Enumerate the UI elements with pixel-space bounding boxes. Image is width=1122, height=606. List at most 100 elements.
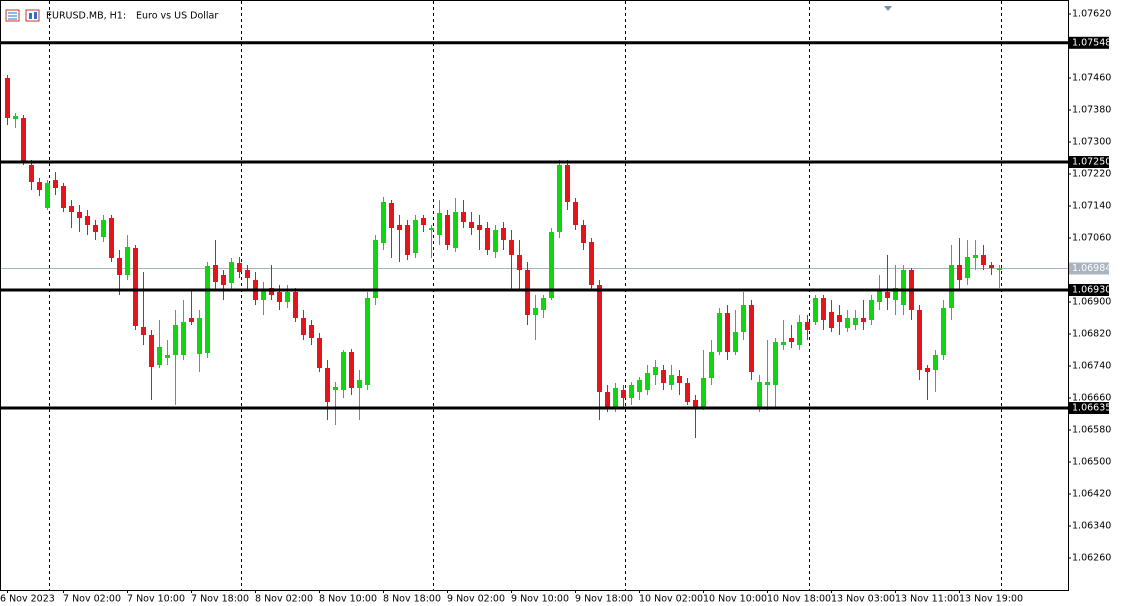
candle-body — [29, 165, 34, 182]
candle-body — [389, 203, 394, 228]
candle-body — [141, 327, 146, 335]
candle-body — [997, 268, 1002, 270]
candle-body — [821, 298, 826, 320]
y-tick-label: 1.06740 — [1072, 361, 1111, 372]
candle-body — [117, 258, 122, 275]
level-label-bg — [1069, 156, 1109, 168]
y-tick-label: 1.06580 — [1072, 425, 1111, 436]
candle-body — [757, 382, 762, 408]
candle-body — [949, 265, 954, 308]
x-tick-label: 7 Nov 10:00 — [127, 594, 185, 605]
plot-frame — [0, 0, 1069, 591]
candle-body — [669, 375, 674, 385]
candle-body — [965, 257, 970, 278]
x-tick-label: 9 Nov 02:00 — [447, 594, 505, 605]
candle-body — [629, 385, 634, 398]
candle-body — [109, 218, 114, 258]
y-tick-label: 1.07220 — [1072, 169, 1111, 180]
candle-body — [325, 368, 330, 402]
candle-body — [213, 265, 218, 282]
candle-body — [333, 387, 338, 390]
candle-body — [149, 335, 154, 367]
candle-body — [101, 220, 106, 237]
candle-body — [845, 318, 850, 328]
candle-body — [437, 213, 442, 235]
candle-body — [53, 180, 58, 188]
candle-body — [869, 300, 874, 320]
symbol: EURUSD.MB, H1: — [46, 11, 126, 22]
candle-body — [749, 305, 754, 372]
x-tick-label: 13 Nov 19:00 — [959, 594, 1023, 605]
candle-body — [781, 342, 786, 345]
x-tick-label: 13 Nov 03:00 — [831, 594, 895, 605]
candle-body — [77, 212, 82, 218]
candle-body — [445, 215, 450, 245]
chart-layer: 1.07620 1.07460 1.07380 1.07300 1.07220 1.071… — [0, 9, 1111, 605]
x-tick-label: 8 Nov 18:00 — [383, 594, 441, 605]
candle-body — [645, 373, 650, 390]
candle-body — [901, 270, 906, 305]
y-tick-label: 1.07060 — [1072, 233, 1111, 244]
candle-body — [69, 206, 74, 212]
candle-body — [549, 232, 554, 298]
y-tick-label: 1.07620 — [1072, 9, 1111, 20]
icon-chart[interactable] — [25, 9, 40, 22]
y-tick-label: 1.07300 — [1072, 137, 1111, 148]
vertical-grid — [49, 1, 1002, 590]
y-tick-label: 1.07140 — [1072, 201, 1111, 212]
candle-body — [309, 325, 314, 338]
candle-body — [893, 288, 898, 300]
shift-marker — [884, 6, 892, 11]
candle-body — [13, 116, 18, 119]
y-tick-label: 1.06820 — [1072, 329, 1111, 340]
candle-body — [277, 292, 282, 302]
candle-body — [885, 292, 890, 298]
candle-body — [773, 342, 778, 385]
x-tick-label: 7 Nov 18:00 — [191, 594, 249, 605]
candle-body — [373, 240, 378, 298]
level-label: 1.06930 — [1072, 285, 1111, 296]
y-tick-label: 1.06500 — [1072, 457, 1111, 468]
candle-body — [45, 183, 50, 208]
candle-body — [861, 318, 866, 322]
candle-body — [621, 390, 626, 398]
candle-body — [509, 240, 514, 255]
candle-body — [237, 263, 242, 272]
candle-body — [653, 367, 658, 375]
icon-bar — [29, 13, 32, 19]
candle-body — [85, 216, 90, 225]
candle-body — [741, 305, 746, 332]
x-tick-label: 10 Nov 02:00 — [639, 594, 703, 605]
level-label: 1.07250 — [1072, 157, 1111, 168]
candle-body — [501, 228, 506, 240]
candle-body — [589, 242, 594, 285]
candle-body — [205, 266, 210, 353]
candle-body — [597, 285, 602, 392]
candle-body — [133, 248, 138, 326]
candle-body — [301, 318, 306, 335]
candle-body — [37, 182, 42, 190]
bid-label: 1.06984 — [1072, 263, 1111, 274]
candle-body — [981, 255, 986, 265]
candle-body — [605, 392, 610, 408]
candle-body — [517, 255, 522, 270]
candle-body — [357, 380, 362, 388]
candle-body — [701, 378, 706, 408]
candle-body — [485, 228, 490, 250]
y-tick-label: 1.07380 — [1072, 105, 1111, 116]
candle-body — [661, 370, 666, 383]
level-label-bg — [1069, 402, 1109, 414]
candle-body — [181, 322, 186, 355]
candle-body — [565, 165, 570, 202]
candle-body — [5, 78, 10, 118]
y-tick-label: 1.06260 — [1072, 553, 1111, 564]
x-tick-label: 8 Nov 02:00 — [255, 594, 313, 605]
candle-body — [797, 322, 802, 345]
candle-body — [293, 292, 298, 318]
candle-body — [173, 325, 178, 355]
candle-body — [541, 298, 546, 310]
bid-label-bg — [1069, 262, 1109, 275]
candle-body — [189, 318, 194, 322]
candle-body — [405, 225, 410, 255]
